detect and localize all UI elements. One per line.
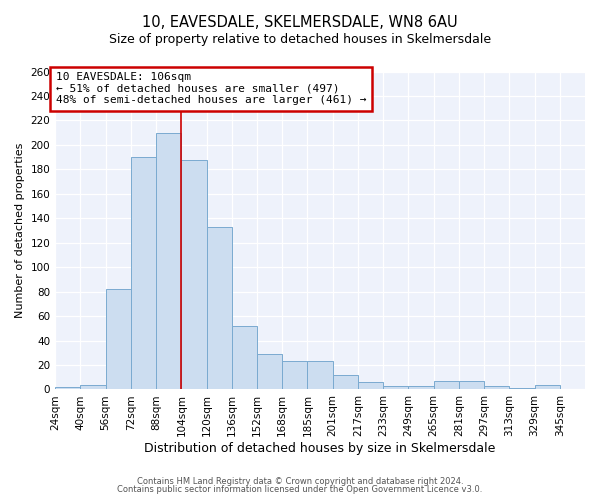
Text: 10 EAVESDALE: 106sqm
← 51% of detached houses are smaller (497)
48% of semi-deta: 10 EAVESDALE: 106sqm ← 51% of detached h… bbox=[56, 72, 367, 106]
Bar bbox=[307, 362, 332, 390]
X-axis label: Distribution of detached houses by size in Skelmersdale: Distribution of detached houses by size … bbox=[145, 442, 496, 455]
Text: Contains HM Land Registry data © Crown copyright and database right 2024.: Contains HM Land Registry data © Crown c… bbox=[137, 477, 463, 486]
Text: 10, EAVESDALE, SKELMERSDALE, WN8 6AU: 10, EAVESDALE, SKELMERSDALE, WN8 6AU bbox=[142, 15, 458, 30]
Bar bbox=[282, 362, 307, 390]
Bar bbox=[484, 386, 509, 390]
Bar bbox=[358, 382, 383, 390]
Text: Contains public sector information licensed under the Open Government Licence v3: Contains public sector information licen… bbox=[118, 485, 482, 494]
Bar bbox=[509, 388, 535, 390]
Bar bbox=[181, 160, 206, 390]
Bar bbox=[434, 381, 459, 390]
Bar bbox=[409, 386, 434, 390]
Bar bbox=[535, 384, 560, 390]
Bar bbox=[257, 354, 282, 390]
Bar bbox=[55, 387, 80, 390]
Bar bbox=[459, 381, 484, 390]
Bar bbox=[156, 132, 181, 390]
Bar bbox=[106, 289, 131, 390]
Bar bbox=[206, 227, 232, 390]
Text: Size of property relative to detached houses in Skelmersdale: Size of property relative to detached ho… bbox=[109, 32, 491, 46]
Bar bbox=[232, 326, 257, 390]
Bar bbox=[332, 375, 358, 390]
Bar bbox=[131, 157, 156, 390]
Bar bbox=[383, 386, 409, 390]
Bar bbox=[80, 384, 106, 390]
Y-axis label: Number of detached properties: Number of detached properties bbox=[15, 143, 25, 318]
